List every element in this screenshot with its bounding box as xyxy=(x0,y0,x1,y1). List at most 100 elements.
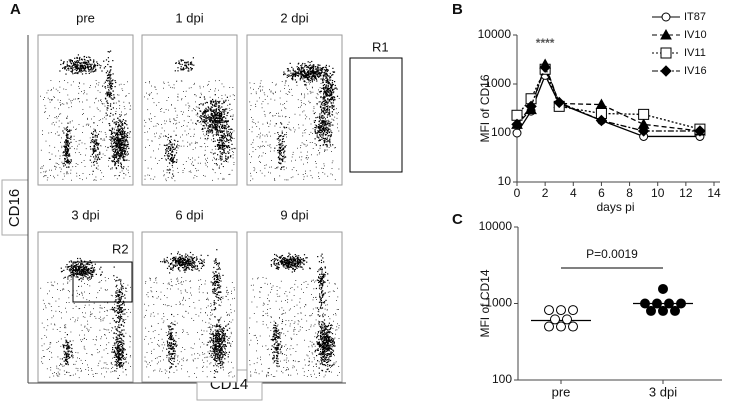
event-dot xyxy=(65,359,67,361)
event-dot xyxy=(221,111,223,114)
event-dot xyxy=(185,62,187,64)
event-dot xyxy=(228,145,230,147)
event-dot xyxy=(79,266,81,268)
event-dot xyxy=(91,271,93,274)
event-dot xyxy=(219,131,221,133)
event-dot xyxy=(307,93,309,95)
event-dot xyxy=(322,126,324,128)
event-dot xyxy=(312,68,314,70)
event-dot xyxy=(118,334,120,336)
event-dot xyxy=(321,167,323,169)
event-dot xyxy=(314,77,316,79)
event-dot xyxy=(119,353,121,356)
event-dot xyxy=(320,83,322,84)
event-dot xyxy=(320,78,322,80)
event-dot xyxy=(204,175,206,177)
event-dot xyxy=(177,167,178,169)
event-dot xyxy=(189,116,190,117)
event-dot xyxy=(79,70,81,72)
event-dot xyxy=(114,137,116,139)
event-dot xyxy=(63,132,65,134)
event-dot xyxy=(299,79,301,81)
event-dot xyxy=(299,77,301,80)
event-dot xyxy=(206,119,208,121)
event-dot xyxy=(81,62,83,64)
event-dot xyxy=(185,90,187,92)
event-dot xyxy=(218,101,220,103)
event-dot xyxy=(122,137,124,139)
event-dot xyxy=(107,368,109,370)
event-dot xyxy=(120,283,122,285)
event-dot xyxy=(177,143,178,145)
event-dot xyxy=(115,342,117,344)
event-dot xyxy=(114,326,116,328)
event-dot xyxy=(206,132,208,134)
event-dot xyxy=(217,123,219,125)
event-dot xyxy=(202,127,204,130)
event-dot xyxy=(292,79,294,81)
event-dot xyxy=(116,152,118,154)
event-dot xyxy=(302,67,305,69)
event-dot xyxy=(111,94,113,96)
event-dot xyxy=(126,312,128,313)
event-dot xyxy=(284,88,285,89)
event-dot xyxy=(99,311,101,313)
event-dot xyxy=(46,329,48,331)
event-dot xyxy=(226,158,228,160)
event-dot xyxy=(106,108,108,110)
event-dot xyxy=(63,62,65,64)
event-dot xyxy=(114,307,116,309)
event-dot xyxy=(323,75,325,77)
event-dot xyxy=(214,134,216,135)
event-dot xyxy=(291,74,293,76)
event-dot xyxy=(209,120,211,122)
event-dot xyxy=(105,93,107,95)
event-dot xyxy=(119,278,121,280)
event-dot xyxy=(115,295,117,297)
event-dot xyxy=(90,313,92,315)
event-dot xyxy=(103,176,104,177)
event-dot xyxy=(116,129,118,131)
event-dot xyxy=(313,106,315,108)
event-dot xyxy=(89,315,91,317)
event-dot xyxy=(77,270,79,272)
event-dot xyxy=(69,60,71,62)
event-dot xyxy=(314,72,317,74)
event-dot xyxy=(208,125,210,127)
event-dot xyxy=(80,71,82,73)
event-dot xyxy=(117,161,119,163)
event-dot xyxy=(145,82,147,83)
event-dot xyxy=(296,170,297,172)
event-dot xyxy=(325,69,328,71)
event-dot xyxy=(227,146,229,148)
event-dot xyxy=(75,263,77,265)
event-dot xyxy=(119,148,121,150)
event-dot xyxy=(109,66,111,68)
event-dot xyxy=(123,166,125,168)
event-dot xyxy=(279,148,281,150)
event-dot xyxy=(93,308,94,310)
event-dot xyxy=(79,56,81,59)
event-dot xyxy=(65,73,67,75)
event-dot xyxy=(322,117,324,119)
event-dot xyxy=(66,139,68,142)
event-dot xyxy=(119,311,121,313)
event-dot xyxy=(116,348,118,350)
event-dot xyxy=(41,167,43,169)
event-dot xyxy=(150,121,152,122)
event-dot xyxy=(93,63,95,65)
event-dot xyxy=(208,107,210,109)
event-dot xyxy=(214,114,216,116)
event-dot xyxy=(288,121,290,123)
event-dot xyxy=(300,69,302,71)
event-dot xyxy=(118,119,120,121)
event-dot xyxy=(317,132,319,134)
event-dot xyxy=(109,74,111,76)
event-dot xyxy=(54,117,56,118)
event-dot xyxy=(86,327,88,329)
event-dot xyxy=(295,159,296,161)
event-dot xyxy=(69,274,71,277)
event-dot xyxy=(109,92,111,94)
event-dot xyxy=(51,99,52,101)
event-dot xyxy=(219,130,222,132)
